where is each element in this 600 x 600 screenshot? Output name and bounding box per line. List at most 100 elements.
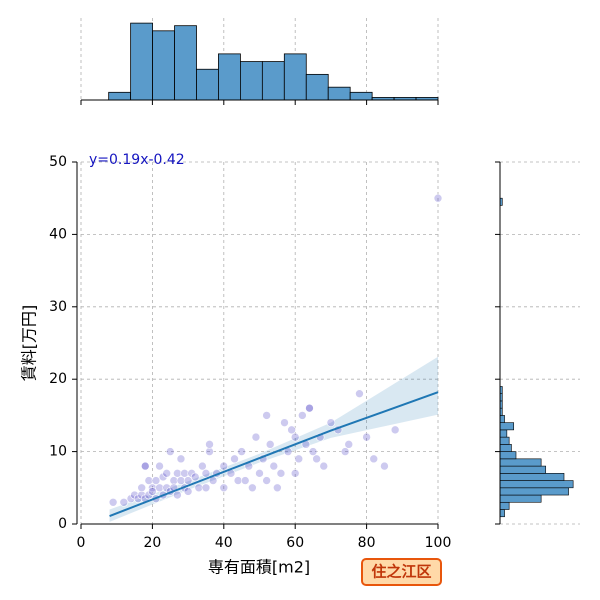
histogram-bar: [499, 473, 565, 481]
point: [194, 483, 204, 493]
histogram-bar: [499, 458, 542, 467]
point: [162, 469, 171, 478]
histogram-bar: [327, 86, 351, 101]
point: [290, 469, 300, 478]
point: [162, 483, 171, 493]
histogram-bar: [283, 53, 307, 101]
point: [155, 483, 164, 493]
histogram-bar: [499, 422, 515, 431]
x-tick-label: 40: [215, 535, 233, 551]
histogram-bar: [196, 68, 219, 101]
point: [344, 440, 354, 449]
point: [176, 476, 186, 485]
point: [176, 454, 186, 464]
x-tick-label: 60: [286, 535, 304, 551]
point: [280, 418, 289, 427]
histogram-bar: [499, 465, 547, 474]
point: [273, 483, 282, 493]
y-tick-label: 10: [49, 444, 67, 460]
point: [148, 483, 157, 493]
point: [269, 461, 279, 471]
point: [173, 469, 182, 478]
x-tick-label: 80: [358, 535, 376, 551]
y-tick-label: 40: [49, 226, 67, 242]
histogram-bar: [499, 480, 574, 489]
point: [169, 476, 179, 485]
point: [201, 483, 211, 493]
point: [173, 490, 182, 500]
point: [319, 461, 329, 471]
point: [262, 411, 271, 420]
histogram-bar: [499, 487, 569, 496]
histogram-bar: [499, 501, 510, 510]
point: [126, 494, 136, 503]
point: [219, 461, 229, 471]
histogram-bar: [261, 61, 285, 101]
annotation: y=0.19x-0.42: [89, 152, 185, 168]
point: [355, 389, 364, 398]
point: [255, 469, 264, 478]
histogram-bar: [174, 25, 197, 101]
point: [248, 483, 257, 493]
point: [187, 469, 196, 478]
point: [390, 425, 400, 435]
point: [205, 440, 214, 449]
point: [198, 461, 207, 471]
point: [165, 447, 175, 456]
histogram-bar: [108, 91, 132, 101]
point: [190, 472, 200, 482]
histogram-bar: [499, 494, 542, 503]
point: [262, 476, 271, 485]
y-axis-label: 賃料[万円]: [20, 305, 39, 382]
x-axis-label: 専有面積[m2]: [208, 558, 310, 577]
regression-line: [109, 391, 439, 517]
point: [219, 483, 229, 493]
histogram-bar: [240, 61, 263, 101]
y-tick-label: 0: [58, 516, 67, 532]
x-tick-label: 0: [77, 535, 86, 551]
histogram-bar: [130, 22, 153, 101]
point: [340, 447, 350, 456]
point: [362, 432, 371, 442]
point: [290, 432, 300, 442]
point: [151, 476, 161, 485]
point: [144, 490, 154, 500]
histogram-bar: [499, 444, 512, 452]
histogram-bar: [349, 91, 373, 101]
confidence-band: [109, 356, 438, 522]
point: [133, 494, 143, 503]
y-tick-label: 50: [49, 154, 67, 170]
point: [308, 447, 318, 456]
point: [183, 476, 193, 485]
point: [240, 476, 250, 485]
histogram-bar: [152, 30, 175, 101]
point: [130, 490, 139, 500]
y-tick-label: 30: [49, 299, 67, 315]
point: [158, 472, 168, 482]
badge: 住之江区: [371, 563, 431, 581]
histogram-bar: [499, 451, 517, 460]
point: [137, 483, 146, 493]
point: [237, 447, 246, 456]
point: [276, 469, 286, 478]
point: [380, 461, 389, 471]
histogram-bar: [499, 415, 505, 423]
point: [205, 447, 214, 456]
histogram-bar: [499, 509, 505, 518]
point: [144, 476, 154, 485]
point: [298, 411, 307, 420]
badge-box: [361, 558, 442, 586]
point: [137, 490, 146, 500]
point: [148, 487, 157, 496]
point: [180, 469, 189, 478]
point: [369, 454, 379, 464]
point: [140, 461, 150, 471]
point: [265, 440, 275, 449]
point: [251, 432, 261, 442]
point: [294, 454, 304, 464]
point: [108, 497, 118, 507]
x-tick-label: 20: [143, 535, 161, 551]
point: [119, 497, 129, 507]
